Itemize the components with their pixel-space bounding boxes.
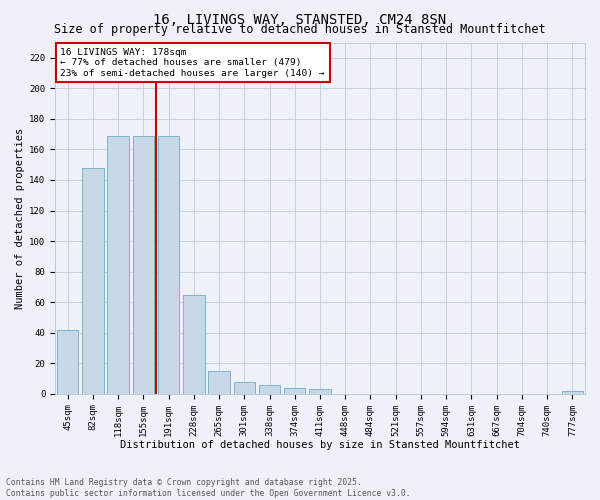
Bar	[284, 388, 305, 394]
Bar	[183, 294, 205, 394]
X-axis label: Distribution of detached houses by size in Stansted Mountfitchet: Distribution of detached houses by size …	[120, 440, 520, 450]
Bar	[562, 391, 583, 394]
Bar	[107, 136, 129, 394]
Bar	[233, 382, 255, 394]
Bar	[82, 168, 104, 394]
Bar	[158, 136, 179, 394]
Bar	[133, 136, 154, 394]
Bar	[259, 384, 280, 394]
Text: 16, LIVINGS WAY, STANSTED, CM24 8SN: 16, LIVINGS WAY, STANSTED, CM24 8SN	[154, 12, 446, 26]
Y-axis label: Number of detached properties: Number of detached properties	[15, 128, 25, 309]
Bar	[309, 390, 331, 394]
Text: Contains HM Land Registry data © Crown copyright and database right 2025.
Contai: Contains HM Land Registry data © Crown c…	[6, 478, 410, 498]
Text: 16 LIVINGS WAY: 178sqm
← 77% of detached houses are smaller (479)
23% of semi-de: 16 LIVINGS WAY: 178sqm ← 77% of detached…	[61, 48, 325, 78]
Bar	[57, 330, 79, 394]
Text: Size of property relative to detached houses in Stansted Mountfitchet: Size of property relative to detached ho…	[54, 22, 546, 36]
Bar	[208, 371, 230, 394]
